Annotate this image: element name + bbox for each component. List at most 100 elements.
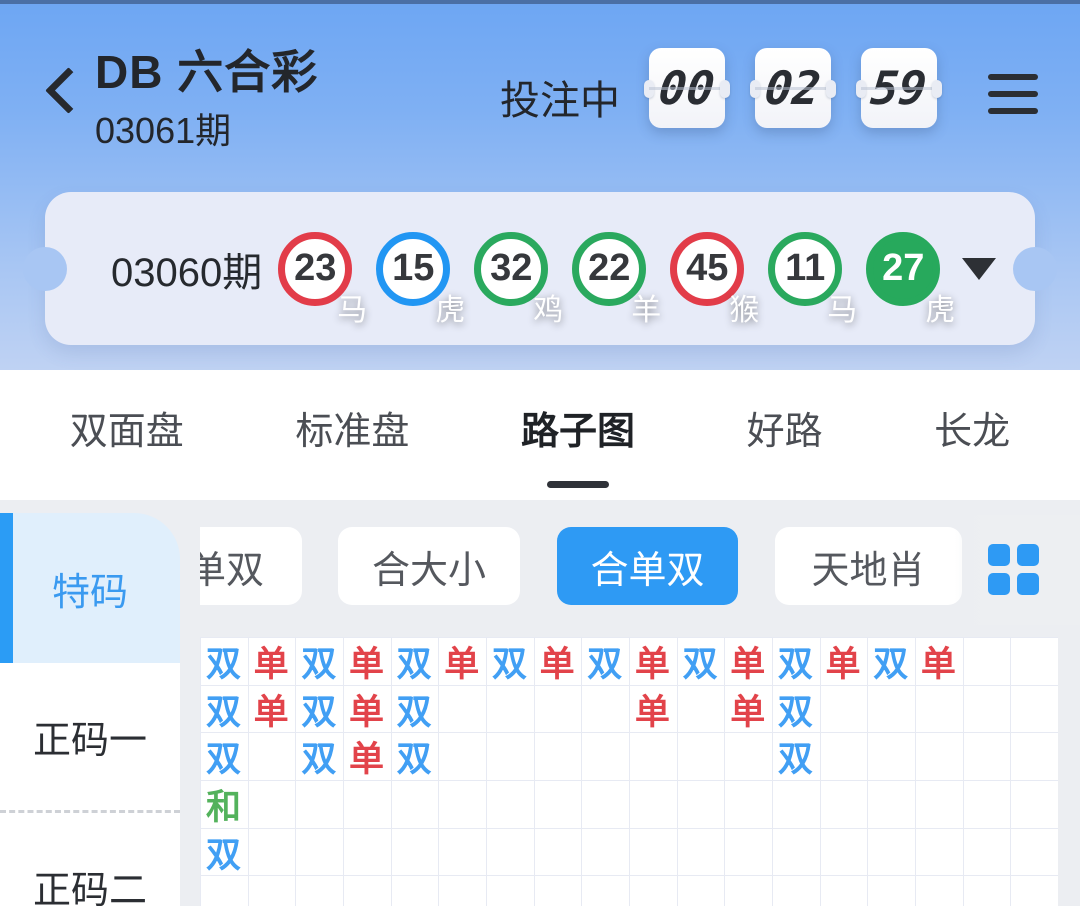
roadmap-cell-empty: [439, 781, 487, 829]
roadmap-cell-单: 单: [248, 685, 297, 734]
roadmap-cell-empty: [582, 685, 630, 734]
hamburger-menu-icon[interactable]: [988, 74, 1038, 125]
lottery-ball: 23 马: [278, 231, 367, 327]
filter-row: 单双 合大小 合单双 天地肖: [200, 515, 1080, 625]
roadmap-cell-empty: [963, 638, 1012, 686]
roadmap-cell-empty: [915, 685, 964, 734]
roadmap-cell-empty: [392, 876, 440, 906]
roadmap-cell-empty: [820, 781, 869, 829]
lottery-ball: 22 羊: [572, 231, 661, 327]
filter-合大小[interactable]: 合大小: [338, 527, 520, 605]
roadmap-cell-empty: [963, 828, 1012, 877]
tab-label: 好路: [746, 411, 823, 453]
sidebar-item-正码二[interactable]: 正码二: [0, 813, 180, 906]
tab-label: 双面盘: [69, 411, 184, 453]
roadmap-cell-empty: [391, 828, 440, 877]
roadmap-cell-双: 双: [582, 638, 630, 686]
roadmap-cell-empty: [725, 828, 773, 877]
roadmap-cell-empty: [486, 733, 535, 782]
dropdown-caret-icon[interactable]: [962, 257, 997, 280]
roadmap-cell-双: 双: [391, 733, 440, 782]
roadmap-cell-empty: [1011, 638, 1058, 686]
filter-right-panel: [955, 515, 1080, 625]
filter-天地肖[interactable]: 天地肖: [775, 527, 962, 605]
roadmap-cell-empty: [486, 828, 535, 877]
active-accent-bar: [0, 513, 13, 663]
sidebar-item-特码[interactable]: 特码: [0, 513, 180, 663]
ball-number: 27: [882, 247, 925, 289]
roadmap-cell-和: 和: [201, 781, 249, 829]
flip-divider: [649, 87, 725, 90]
roadmap-cell-单: 单: [343, 638, 392, 686]
tab-长龙[interactable]: 长龙: [934, 370, 1010, 500]
roadmap-cell-empty: [248, 733, 297, 782]
current-period: 03061期: [95, 110, 232, 151]
active-tab-underline: [321, 481, 383, 488]
roadmap-cell-empty: [629, 828, 678, 877]
ball-zodiac-label: 虎: [435, 293, 466, 327]
sidebar-item-正码一[interactable]: 正码一: [0, 663, 180, 813]
roadmap-cell-empty: [534, 828, 583, 877]
roadmap-cell-empty: [534, 733, 583, 782]
roadmap-cell-双: 双: [201, 638, 249, 686]
tab-label: 路子图: [520, 411, 635, 453]
roadmap-cell-empty: [1011, 781, 1058, 829]
roadmap-cell-empty: [820, 828, 869, 877]
flip-pin: [826, 80, 836, 98]
filter-合单双[interactable]: 合单双: [557, 527, 738, 605]
roadmap-cell-empty: [678, 876, 726, 906]
roadmap-cell-empty: [296, 781, 344, 829]
header: DB 六合彩 03061期 投注中 00 02 59: [0, 0, 1080, 370]
roadmap-cell-单: 单: [248, 638, 297, 686]
roadmap-cell-empty: [1011, 828, 1058, 877]
roadmap-cell-empty: [249, 876, 297, 906]
back-button[interactable]: [45, 67, 92, 114]
roadmap-cell-empty: [343, 828, 392, 877]
roadmap-cell-empty: [915, 733, 964, 782]
roadmap-cell-双: 双: [201, 685, 249, 734]
ball-zodiac-label: 马: [827, 293, 858, 327]
active-tab-underline: [754, 481, 816, 488]
roadmap-cell-empty: [963, 733, 1012, 782]
active-tab-underline: [941, 481, 1003, 488]
roadmap-cell-empty: [915, 828, 964, 877]
roadmap-cell-empty: [582, 733, 630, 782]
roadmap-cell-empty: [677, 781, 726, 829]
roadmap-cell-双: 双: [677, 638, 726, 686]
roadmap-cell-empty: [964, 876, 1012, 906]
lottery-ball: 45 猴: [670, 231, 759, 327]
lottery-ball: 15 虎: [376, 231, 465, 327]
tab-路子图[interactable]: 路子图: [521, 370, 635, 500]
status-bar-strip: [0, 0, 1080, 4]
tab-好路[interactable]: 好路: [747, 370, 823, 500]
roadmap-cell-单: 单: [629, 638, 678, 686]
roadmap-cell-empty: [296, 828, 344, 877]
countdown-hours-card: 00: [644, 48, 730, 128]
roadmap-cell-双: 双: [391, 685, 440, 734]
roadmap-cell-empty: [439, 733, 487, 782]
filter-单双[interactable]: 单双: [200, 527, 302, 605]
tab-label: 标准盘: [295, 411, 410, 453]
tab-标准盘[interactable]: 标准盘: [295, 370, 409, 500]
roadmap-cell-empty: [582, 876, 630, 906]
active-tab-underline: [96, 481, 158, 488]
roadmap-cell-双: 双: [772, 638, 821, 686]
ball-number: 11: [785, 247, 826, 289]
active-tab-underline: [546, 481, 609, 488]
roadmap-cell-双: 双: [772, 733, 821, 782]
countdown-seconds-card: 59: [856, 48, 942, 128]
flip-divider: [755, 87, 831, 90]
roadmap-cell-empty: [868, 733, 916, 782]
ball-number: 45: [686, 247, 729, 289]
roadmap-cell-单: 单: [534, 638, 583, 686]
banner-notch-right: [1013, 246, 1057, 291]
roadmap-cell-empty: [916, 876, 964, 906]
ball-zodiac-label: 猴: [729, 293, 760, 327]
roadmap-cell-empty: [248, 828, 297, 877]
sidebar-item-label: 特码: [51, 571, 128, 614]
ball-zodiac-label: 虎: [925, 293, 956, 327]
roadmap-cell-双: 双: [296, 733, 344, 782]
grid-view-icon[interactable]: [988, 544, 1039, 595]
result-period: 03060期: [111, 250, 263, 295]
tab-双面盘[interactable]: 双面盘: [70, 370, 184, 500]
